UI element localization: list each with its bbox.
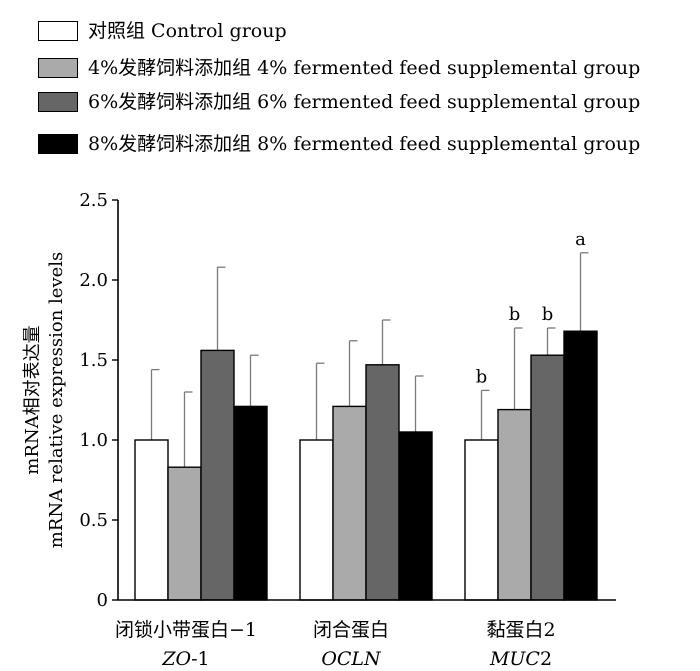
bar xyxy=(299,439,334,601)
bar xyxy=(497,408,532,601)
y-tick-label: 1.5 xyxy=(79,350,108,371)
significance-label: b xyxy=(509,304,521,325)
bar xyxy=(530,354,565,601)
significance-label: b xyxy=(542,304,554,325)
significance-label: a xyxy=(575,229,586,250)
legend-swatch-6pct xyxy=(38,92,78,112)
legend-swatch-8pct xyxy=(38,134,78,154)
y-axis-ticks: 0 0.5 1.0 1.5 2.0 2.5 xyxy=(79,190,118,611)
y-tick-label: 2.5 xyxy=(79,190,108,211)
bar xyxy=(398,431,433,601)
bar xyxy=(365,364,400,601)
gene-label: OCLN xyxy=(321,648,382,670)
y-tick-label: 1.0 xyxy=(79,430,108,451)
bars: bb ba xyxy=(134,229,598,601)
legend-swatch-4pct xyxy=(38,58,78,78)
category-label: 闭合蛋白 xyxy=(313,619,389,641)
y-axis-label: mRNA相对表达量 mRNA relative expression level… xyxy=(22,252,67,549)
y-axis-label-line-1: mRNA相对表达量 xyxy=(22,325,43,474)
category-label: 黏蛋白2 xyxy=(486,619,555,641)
bar xyxy=(134,439,169,601)
legend: 对照组 Control group 4%发酵饲料添加组 4% fermented… xyxy=(0,0,700,170)
legend-item-6pct: 6%发酵饲料添加组 6% fermented feed supplemental… xyxy=(38,89,640,115)
bar xyxy=(200,349,235,601)
gene-label: MUC2 xyxy=(489,648,552,670)
bar xyxy=(563,330,598,601)
y-tick-label: 0.5 xyxy=(79,510,108,531)
gene-label-suffix: -1 xyxy=(191,648,210,670)
axes xyxy=(117,200,616,601)
legend-label-6pct: 6%发酵饲料添加组 6% fermented feed supplemental… xyxy=(88,90,641,113)
y-tick-label: 2.0 xyxy=(79,270,108,291)
y-axis-label-line-2: mRNA relative expression levels xyxy=(46,252,67,549)
significance-label: b xyxy=(476,366,488,387)
legend-label-control: 对照组 Control group xyxy=(88,19,287,42)
legend-item-8pct: 8%发酵饲料添加组 8% fermented feed supplemental… xyxy=(38,131,640,157)
y-tick-label: 0 xyxy=(97,590,108,611)
bar xyxy=(167,466,202,601)
bar xyxy=(332,405,367,601)
legend-item-4pct: 4%发酵饲料添加组 4% fermented feed supplemental… xyxy=(38,55,640,81)
gene-label: ZO-1 xyxy=(161,648,209,670)
gene-label-suffix: 2 xyxy=(540,648,552,670)
bar xyxy=(464,439,499,601)
legend-swatch-control xyxy=(38,21,78,41)
legend-item-control: 对照组 Control group xyxy=(38,18,287,44)
legend-label-8pct: 8%发酵饲料添加组 8% fermented feed supplemental… xyxy=(88,132,641,155)
legend-label-4pct: 4%发酵饲料添加组 4% fermented feed supplemental… xyxy=(88,56,641,79)
x-axis-categories: 闭锁小带蛋白−1 ZO-1 闭合蛋白 OCLN 黏蛋白2 MUC2 xyxy=(115,619,556,670)
category-label: 闭锁小带蛋白−1 xyxy=(115,619,257,641)
bar xyxy=(233,405,268,601)
